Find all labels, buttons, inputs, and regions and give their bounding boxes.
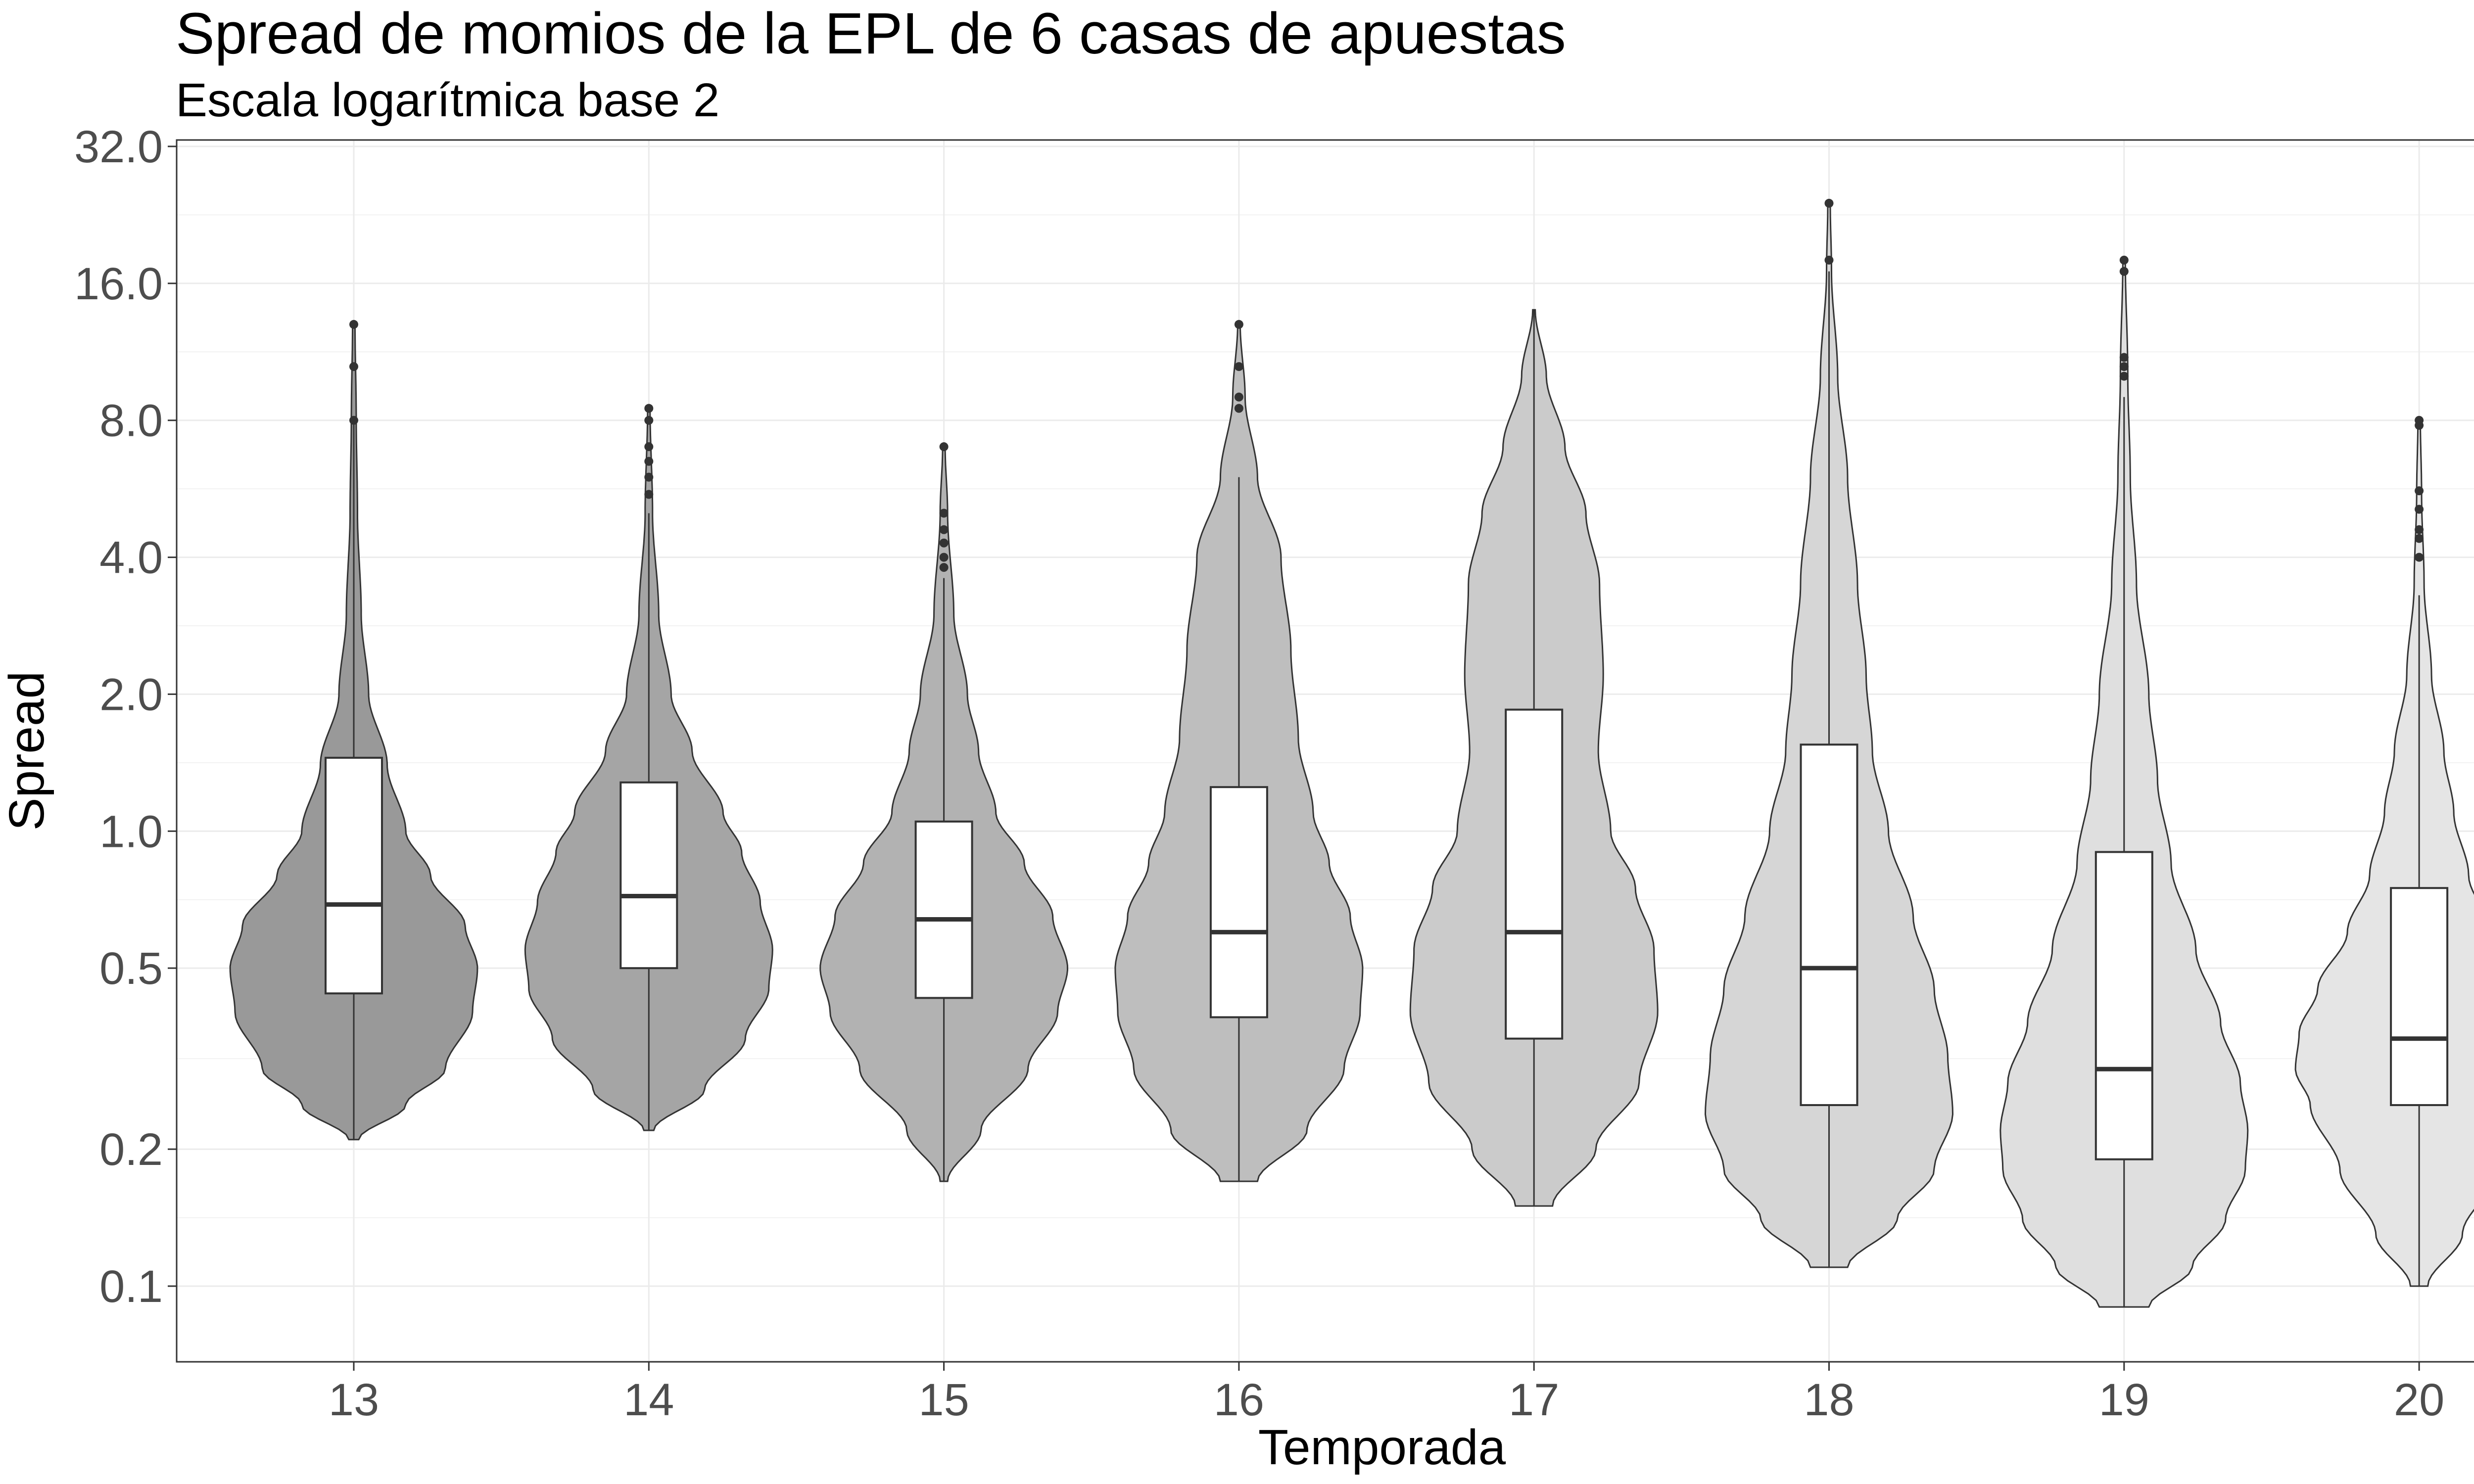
y-tick-label: 0.5 [99,943,163,994]
violin-group-14 [524,404,773,1131]
x-tick-label: 14 [623,1375,674,1425]
iqr-box [1800,743,1858,1107]
violin-group-18 [1704,198,1954,1268]
outlier-point [2119,353,2129,362]
y-tick-label: 8.0 [99,396,163,446]
violin-group-13 [229,320,478,1141]
violins-layer [229,198,2474,1308]
outlier-point [1824,255,1834,265]
outlier-point [939,538,949,548]
outlier-point [2119,255,2129,265]
violin-group-17 [1409,309,1659,1207]
x-tick-label: 13 [329,1375,379,1425]
outlier-point [644,472,654,482]
outlier-point [939,553,949,562]
y-tick-label: 0.2 [99,1124,163,1175]
outlier-point [2415,534,2424,543]
chart-subtitle: Escala logarítmica base 2 [176,74,720,127]
outlier-point [349,320,358,329]
violin-group-20 [2294,416,2474,1287]
iqr-box [1209,786,1268,1019]
x-tick-label: 15 [918,1375,969,1425]
outlier-point [1234,404,1243,413]
outlier-point [1234,362,1243,371]
iqr-box [325,756,383,995]
iqr-box [2094,851,2153,1160]
iqr-box [1505,708,1564,1040]
iqr-box [2390,887,2449,1107]
y-tick-label: 1.0 [99,806,163,857]
outlier-point [644,457,654,466]
chart-title: Spread de momios de la EPL de 6 casas de… [176,1,1566,66]
outlier-point [939,442,949,452]
iqr-box [619,781,678,970]
y-tick-label: 0.1 [99,1261,163,1312]
x-tick-label: 16 [1214,1375,1264,1425]
outlier-point [2415,525,2424,534]
iqr-box [914,820,973,999]
x-axis-title: Temporada [1258,1420,1506,1475]
outlier-point [2119,362,2129,371]
outlier-point [2415,420,2424,430]
x-tick-label: 18 [1804,1375,1854,1425]
outlier-point [1234,392,1243,402]
plot-panel-border [176,139,2474,1363]
y-axis-title: Spread [0,671,54,831]
x-tick-label: 19 [2099,1375,2149,1425]
violin-group-15 [819,442,1069,1182]
x-tick-label: 20 [2394,1375,2444,1425]
outlier-point [644,416,654,425]
outlier-point [644,490,654,499]
outlier-point [349,362,358,371]
outlier-point [939,563,949,572]
outlier-point [1824,198,1834,208]
outlier-point [2415,505,2424,514]
outlier-point [349,416,358,425]
outlier-point [1234,320,1243,329]
outlier-point [939,525,949,534]
outlier-point [2119,267,2129,276]
y-axis: 0.1 0.2 0.5 1.0 2.0 4.0 8.0 16.0 32.0 [74,122,177,1312]
outlier-point [939,509,949,518]
outlier-point [2415,553,2424,562]
y-tick-label: 32.0 [74,122,163,172]
x-axis: 13 14 15 16 17 18 19 20 [329,1362,2444,1425]
outlier-point [644,442,654,452]
outlier-point [2415,486,2424,496]
y-tick-label: 2.0 [99,669,163,720]
x-tick-label: 17 [1509,1375,1559,1425]
violin-group-16 [1114,320,1364,1182]
violin-group-19 [1999,255,2249,1308]
y-tick-label: 16.0 [74,259,163,309]
outlier-point [644,404,654,413]
outlier-point [2119,371,2129,381]
y-tick-label: 4.0 [99,533,163,583]
